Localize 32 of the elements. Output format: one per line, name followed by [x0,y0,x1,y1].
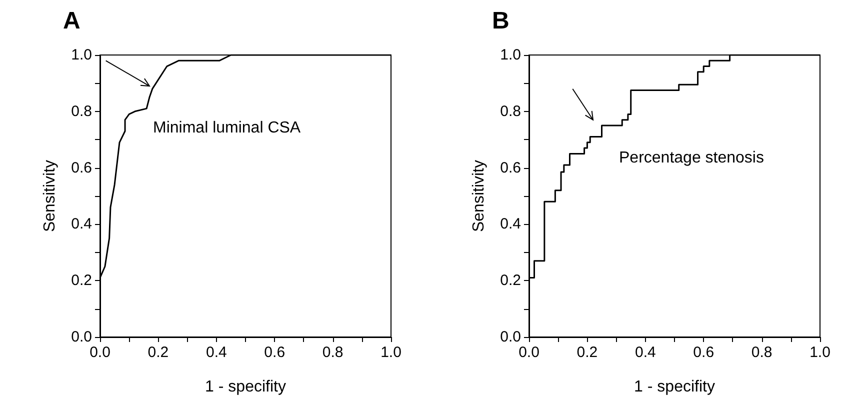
x-tick-label: 0.4 [634,344,656,361]
y-tick-label: 1.0 [71,46,92,64]
y-tick-label: 0.4 [71,216,92,233]
y-tick-label: 0.2 [71,272,92,290]
x-tick-label: 0.6 [693,344,714,361]
y-tick-label: 0.6 [71,159,92,176]
y-tick-label: 0.6 [500,159,521,176]
x-tick-label: 0.8 [751,344,772,361]
y-tick-label: 1.0 [500,46,521,64]
x-tick-label: 0.0 [518,344,540,361]
y-tick-label: 0.8 [500,102,521,120]
x-tick-label: 0.0 [90,344,110,361]
y-tick-label: 0.0 [500,328,521,346]
y-tick-label: 0.2 [500,272,521,290]
y-axis-title: Sensitivity [42,160,58,232]
x-tick-label: 0.6 [264,344,286,361]
annotation: Minimal luminal CSA [153,120,301,136]
x-tick-label: 0.2 [148,344,169,361]
x-tick-label: 0.4 [206,344,227,361]
annotation: Percentage stenosis [619,150,764,166]
x-tick-label: 1.0 [380,344,402,361]
x-axis-title: 1 - specifity [634,378,715,396]
y-axis-title: Sensitivity [470,160,488,232]
chart-title: B [492,8,510,34]
x-tick-label: 1.0 [810,344,830,361]
y-tick-label: 0.4 [500,216,521,233]
chart-title: A [63,8,80,34]
x-axis-title: 1 - specifity [205,378,286,396]
x-tick-label: 0.2 [576,344,598,361]
y-tick-label: 0.0 [71,328,92,346]
x-tick-label: 0.8 [322,344,344,361]
y-tick-label: 0.8 [71,102,92,120]
